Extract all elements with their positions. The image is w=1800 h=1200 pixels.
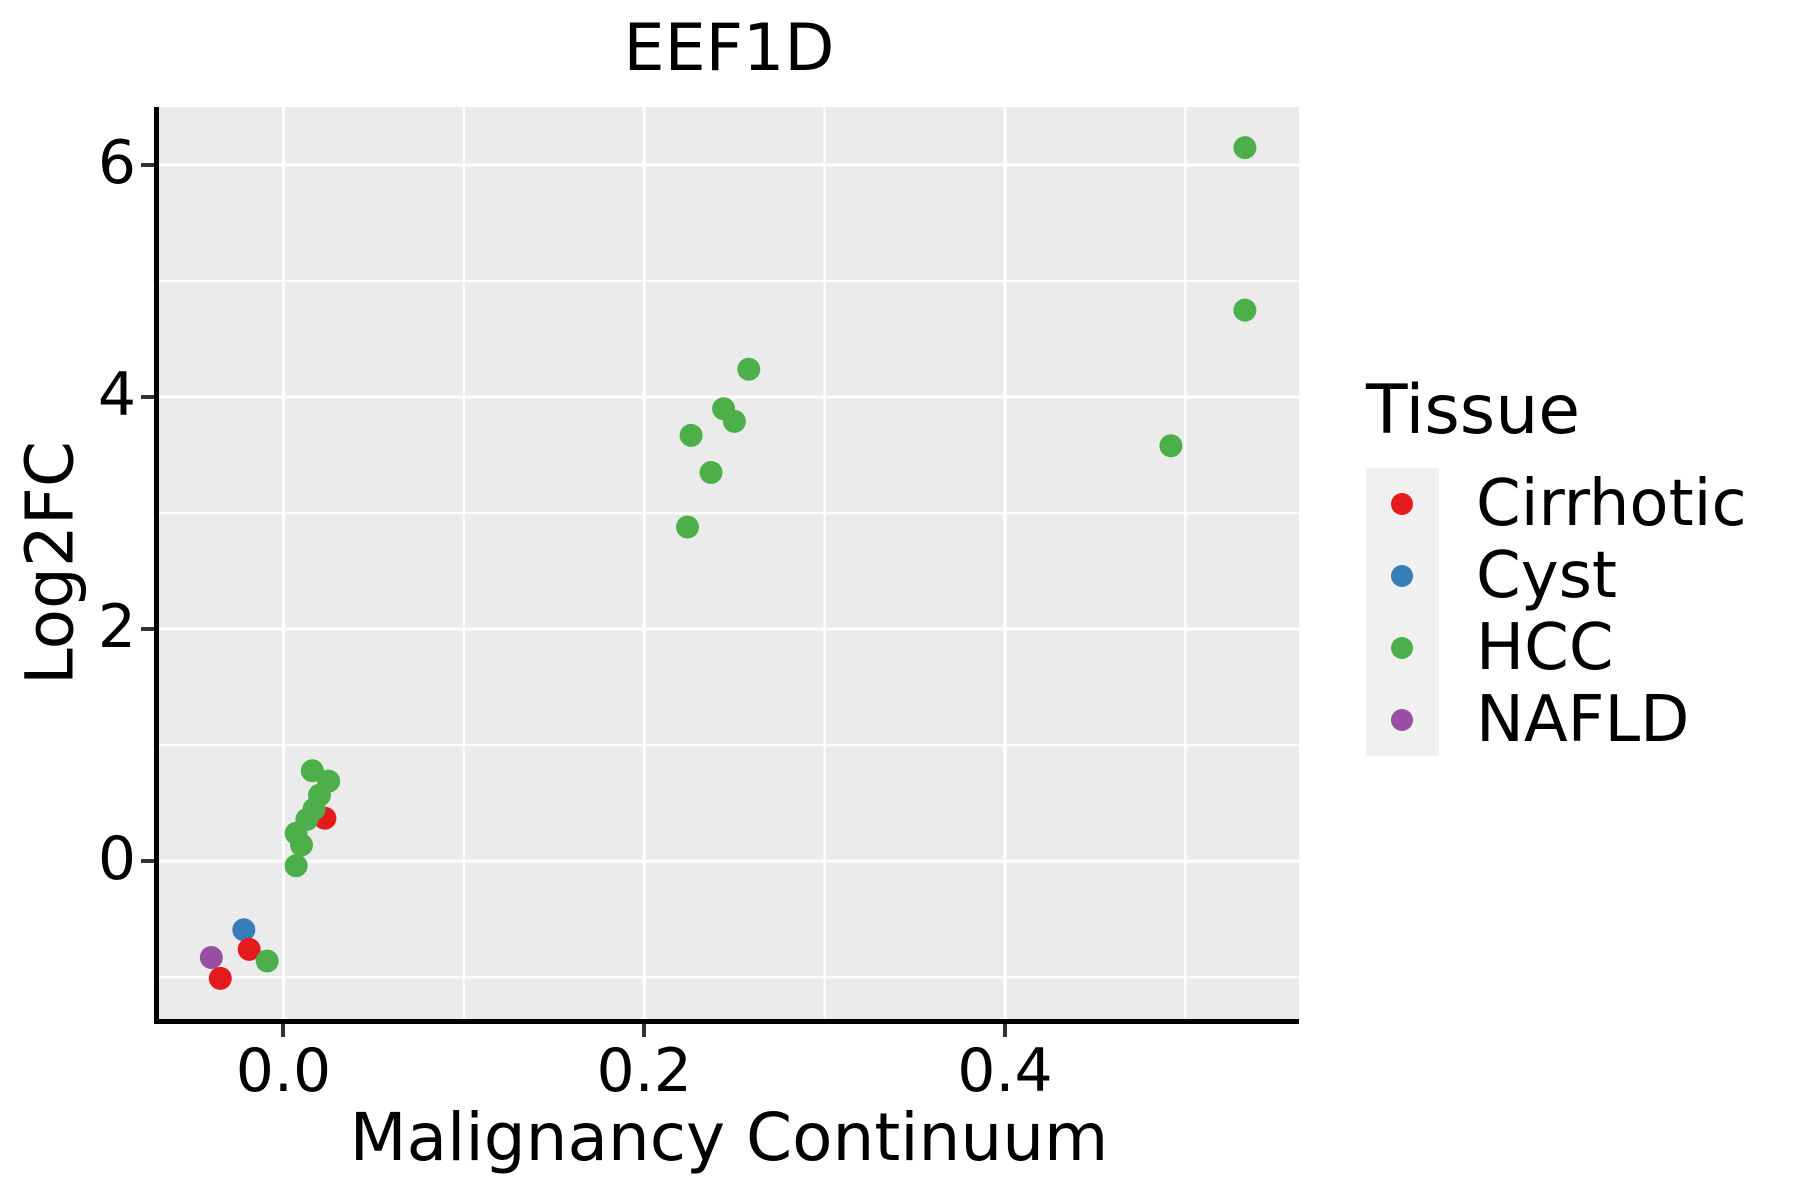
legend-key-cirrhotic [1366, 468, 1439, 540]
data-points-layer [199, 136, 1257, 990]
legend-label-cirrhotic: Cirrhotic [1476, 467, 1747, 541]
x-tick-mark [1002, 1024, 1007, 1037]
x-tick-label: 0.4 [957, 1036, 1053, 1106]
data-point-hcc [1233, 298, 1257, 322]
legend-key-nafld [1366, 684, 1439, 756]
y-tick-label: 4 [97, 360, 136, 431]
data-point-cirrhotic [237, 937, 261, 961]
y-tick-label: 0 [97, 824, 136, 895]
y-axis-title: Log2FC [11, 441, 89, 685]
data-point-hcc [284, 854, 308, 878]
data-point-hcc [1159, 434, 1183, 458]
y-tick-label: 6 [97, 128, 136, 198]
y-tick-mark [141, 627, 154, 632]
legend-label-nafld: NAFLD [1476, 683, 1690, 757]
plot-title: EEF1D [623, 11, 835, 86]
y-tick-label: 2 [97, 592, 136, 663]
x-axis-title: Malignancy Continuum [349, 1099, 1109, 1176]
legend-key-cyst [1366, 540, 1439, 612]
data-point-hcc [255, 949, 279, 973]
legend-label-cyst: Cyst [1476, 539, 1617, 613]
legend-dot-hcc [1391, 637, 1413, 659]
legend-dot-cirrhotic [1391, 493, 1413, 515]
x-tick-mark [281, 1024, 286, 1037]
data-point-hcc [300, 759, 324, 783]
plot-panel [159, 107, 1299, 1019]
legend-label-hcc: HCC [1476, 611, 1614, 685]
x-tick-label: 0.0 [235, 1036, 332, 1106]
scatter-svg [159, 107, 1299, 1019]
data-point-cirrhotic [208, 966, 232, 990]
data-point-hcc [679, 423, 703, 447]
data-point-cyst [232, 918, 256, 942]
data-point-hcc [676, 515, 699, 539]
y-tick-mark [141, 163, 154, 167]
y-tick-mark [141, 395, 154, 400]
data-point-nafld [199, 946, 223, 969]
legend-key-hcc [1366, 612, 1439, 684]
x-tick-mark [642, 1024, 647, 1037]
legend-title: Tissue [1366, 371, 1581, 450]
data-point-hcc [722, 409, 746, 433]
x-axis-line [154, 1019, 1299, 1024]
y-axis-line [154, 107, 159, 1024]
major-gridlines [159, 107, 1299, 1019]
legend-dot-cyst [1391, 565, 1413, 587]
data-point-hcc [1233, 136, 1257, 160]
x-tick-label: 0.2 [596, 1036, 692, 1106]
minor-gridlines [159, 107, 1299, 1019]
legend-dot-nafld [1391, 709, 1413, 731]
data-point-hcc [290, 833, 313, 857]
y-tick-mark [141, 859, 154, 864]
data-point-hcc [737, 357, 761, 381]
data-point-hcc [699, 461, 723, 484]
